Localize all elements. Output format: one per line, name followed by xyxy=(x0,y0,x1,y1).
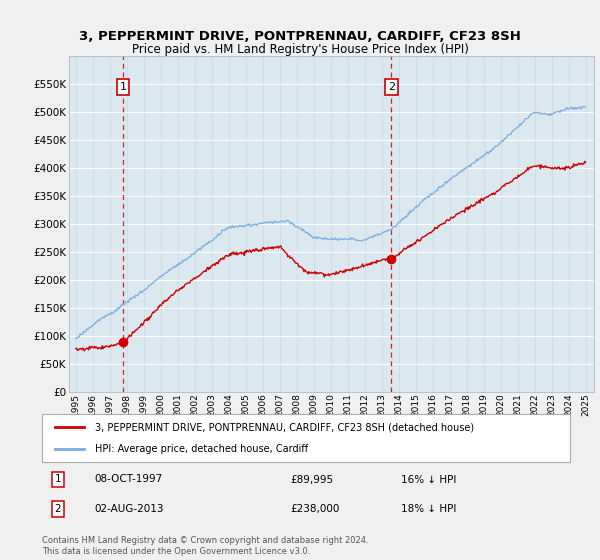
Text: 3, PEPPERMINT DRIVE, PONTPRENNAU, CARDIFF, CF23 8SH: 3, PEPPERMINT DRIVE, PONTPRENNAU, CARDIF… xyxy=(79,30,521,43)
Text: 1: 1 xyxy=(119,82,127,92)
Text: 18% ↓ HPI: 18% ↓ HPI xyxy=(401,504,457,514)
Text: 2: 2 xyxy=(55,504,61,514)
Text: Price paid vs. HM Land Registry's House Price Index (HPI): Price paid vs. HM Land Registry's House … xyxy=(131,43,469,56)
Text: 2: 2 xyxy=(388,82,395,92)
Text: 16% ↓ HPI: 16% ↓ HPI xyxy=(401,474,457,484)
Text: 08-OCT-1997: 08-OCT-1997 xyxy=(95,474,163,484)
Text: 3, PEPPERMINT DRIVE, PONTPRENNAU, CARDIFF, CF23 8SH (detached house): 3, PEPPERMINT DRIVE, PONTPRENNAU, CARDIF… xyxy=(95,422,474,432)
Text: 02-AUG-2013: 02-AUG-2013 xyxy=(95,504,164,514)
Text: £238,000: £238,000 xyxy=(290,504,340,514)
Text: £89,995: £89,995 xyxy=(290,474,333,484)
Text: 1: 1 xyxy=(55,474,61,484)
Text: Contains HM Land Registry data © Crown copyright and database right 2024.
This d: Contains HM Land Registry data © Crown c… xyxy=(42,536,368,556)
Text: HPI: Average price, detached house, Cardiff: HPI: Average price, detached house, Card… xyxy=(95,444,308,454)
